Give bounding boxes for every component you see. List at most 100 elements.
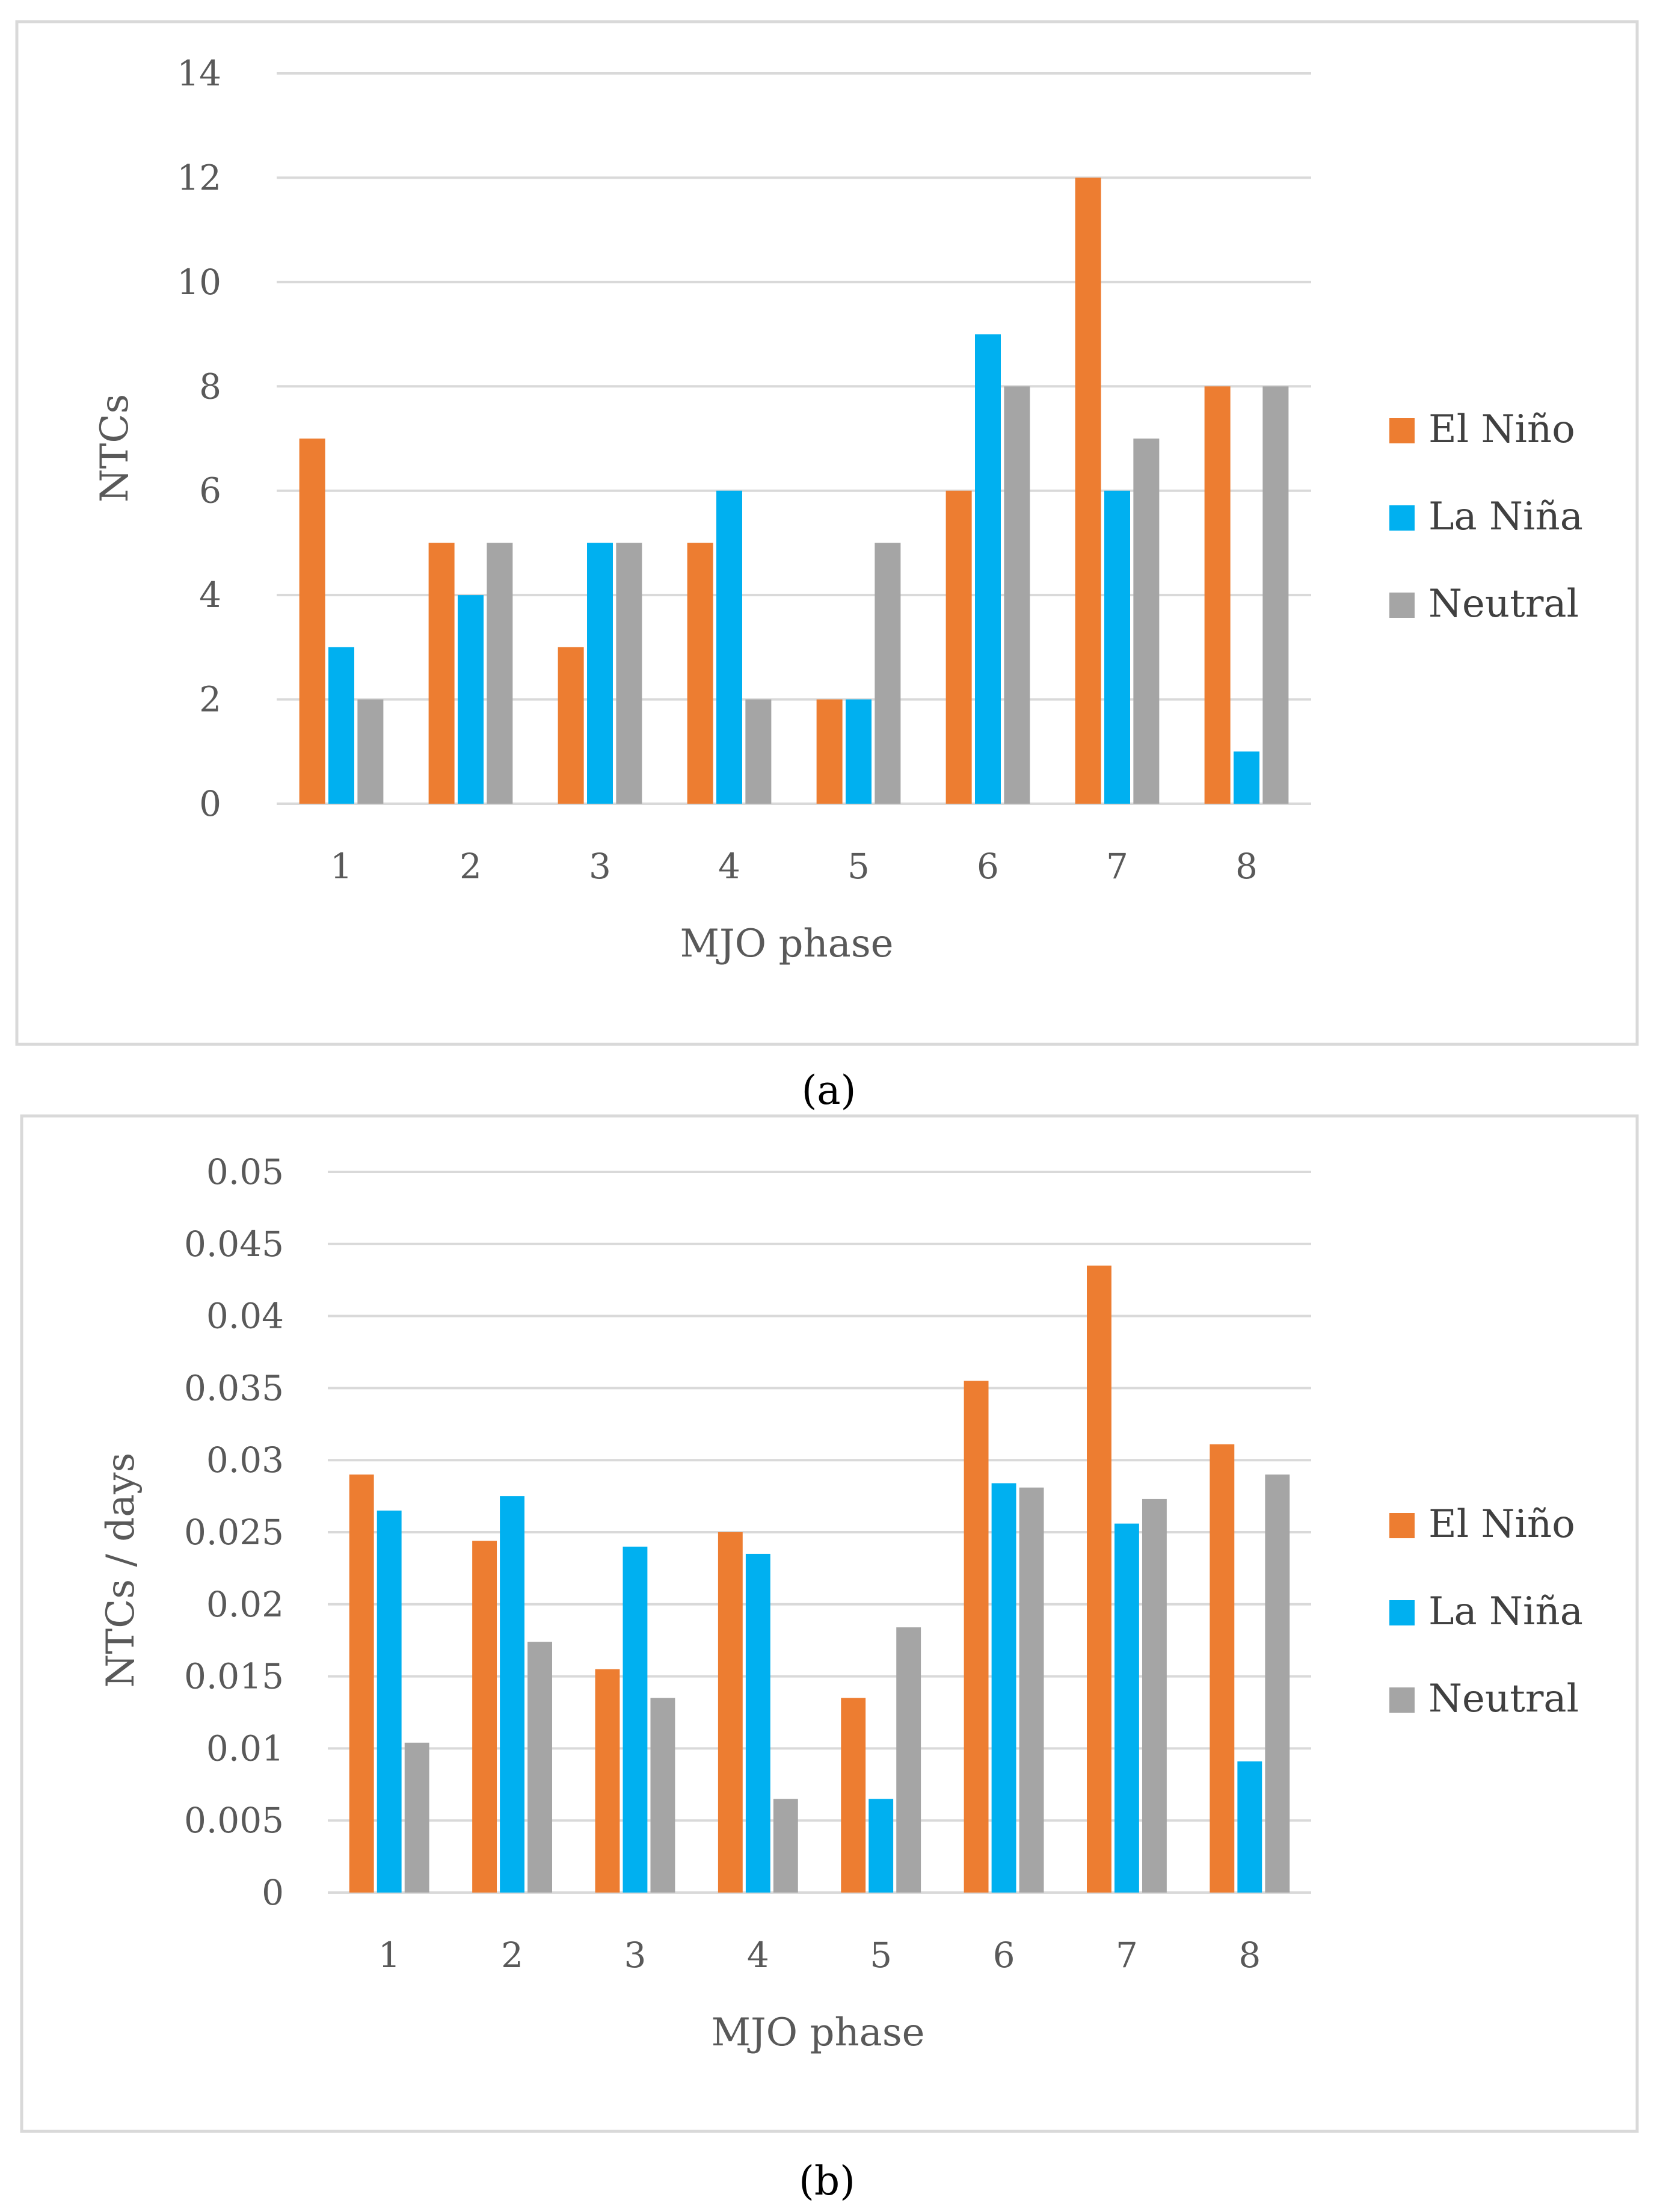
chart-b-y-tick-label: 0.005	[184, 1800, 284, 1841]
chart-a-legend: El Niño La Niña Neutral	[1389, 407, 1583, 626]
chart-b-legend-label: Neutral	[1428, 1677, 1579, 1721]
chart-a-bar-la-ni-a-phase-6	[975, 334, 1001, 804]
chart-b-bar-neutral-phase-5	[896, 1627, 921, 1893]
chart-a-bar-el-ni-o-phase-8	[1204, 386, 1231, 804]
chart-b-y-axis-title: NTCs / days	[99, 1453, 143, 1688]
chart-b-bar-la-ni-a-phase-7	[1114, 1523, 1139, 1893]
chart-a-bar-la-ni-a-phase-5	[846, 699, 872, 804]
chart-a-caption: (a)	[802, 1067, 856, 1114]
chart-b-bar-el-ni-o-phase-6	[964, 1381, 989, 1893]
chart-b-bar-la-ni-a-phase-6	[991, 1483, 1016, 1893]
chart-a-x-tick-label: 7	[1106, 846, 1128, 887]
chart-a-y-tick-label: 0	[199, 783, 221, 824]
chart-a-y-tick-label: 2	[199, 679, 221, 720]
chart-b-legend-swatch	[1389, 1687, 1415, 1713]
chart-b-legend-swatch	[1389, 1600, 1415, 1625]
chart-a-legend-label: Neutral	[1428, 582, 1579, 626]
chart-a-bar-neutral-phase-3	[616, 543, 642, 804]
chart-b-bar-el-ni-o-phase-5	[841, 1698, 866, 1893]
chart-a-y-tick-label: 6	[199, 470, 221, 511]
chart-a-x-tick-label: 6	[977, 846, 999, 887]
chart-b-y-tick-labels: 0 0.005 0.01 0.015 0.02 0.025 0.03 0.035 0.04 0.0…	[184, 1151, 284, 1913]
chart-a-bar-la-ni-a-phase-7	[1104, 490, 1130, 804]
chart-b-bar-el-ni-o-phase-2	[472, 1541, 497, 1893]
chart-b-x-tick-label: 4	[747, 1935, 769, 1976]
chart-a-x-tick-label: 3	[589, 846, 611, 887]
chart-a-frame	[15, 20, 1639, 1046]
chart-a-bar-el-ni-o-phase-4	[687, 543, 713, 804]
chart-b: 0 0.005 0.01 0.015 0.02 0.025 0.03 0.035 0.04 0.0…	[20, 1114, 1639, 2133]
chart-a-bar-el-ni-o-phase-3	[558, 647, 584, 804]
chart-b-x-tick-label: 2	[501, 1935, 523, 1976]
chart-b-bar-el-ni-o-phase-3	[595, 1669, 620, 1893]
chart-b-frame	[20, 1114, 1639, 2133]
chart-b-y-tick-label: 0.04	[206, 1296, 284, 1337]
chart-a-bar-neutral-phase-1	[357, 699, 384, 804]
chart-a-legend-label: El Niño	[1428, 407, 1575, 452]
chart-a-bar-neutral-phase-7	[1133, 439, 1160, 804]
chart-b-bars	[349, 1265, 1290, 1893]
chart-b-bar-neutral-phase-4	[773, 1799, 798, 1893]
chart-a-bar-la-ni-a-phase-4	[716, 490, 742, 804]
chart-a-bar-el-ni-o-phase-6	[945, 490, 972, 804]
chart-a-x-axis-title: MJO phase	[680, 922, 893, 966]
chart-b-y-tick-label: 0.01	[206, 1728, 284, 1769]
chart-b-y-tick-label: 0.035	[184, 1367, 284, 1408]
chart-b-bar-el-ni-o-phase-8	[1210, 1444, 1235, 1893]
chart-a-bar-neutral-phase-2	[487, 543, 513, 804]
chart-b-bar-neutral-phase-7	[1142, 1499, 1167, 1893]
chart-a-bar-neutral-phase-5	[875, 543, 901, 804]
chart-b-legend: El Niño La Niña Neutral	[1389, 1502, 1583, 1721]
chart-b-y-tick-label: 0.045	[184, 1224, 284, 1265]
chart-a-y-tick-label: 10	[177, 262, 221, 303]
chart-a-legend-swatch	[1389, 418, 1415, 443]
chart-b-x-tick-label: 1	[378, 1935, 401, 1976]
chart-b-legend-label: La Niña	[1428, 1589, 1583, 1634]
chart-a-x-tick-label: 5	[847, 846, 870, 887]
chart-a-x-tick-label: 2	[460, 846, 482, 887]
chart-a-legend-swatch	[1389, 505, 1415, 531]
chart-a-y-tick-label: 12	[177, 157, 221, 198]
chart-b-x-tick-labels: 1 2 3 4 5 6 7 8	[378, 1935, 1261, 1976]
chart-a-bar-la-ni-a-phase-8	[1234, 751, 1259, 804]
chart-a-bar-la-ni-a-phase-1	[328, 647, 354, 804]
chart-b-bar-la-ni-a-phase-8	[1237, 1761, 1262, 1893]
chart-a-bar-la-ni-a-phase-2	[458, 595, 484, 804]
chart-a-bar-neutral-phase-6	[1004, 386, 1030, 804]
chart-a-bars	[299, 177, 1289, 804]
chart-a-bar-la-ni-a-phase-3	[587, 543, 613, 804]
chart-b-bar-el-ni-o-phase-7	[1087, 1265, 1111, 1893]
chart-b-x-axis-title: MJO phase	[711, 2010, 924, 2055]
chart-b-bar-neutral-phase-6	[1019, 1487, 1044, 1893]
chart-a-bar-neutral-phase-4	[745, 699, 772, 804]
chart-b-bar-el-ni-o-phase-1	[349, 1474, 374, 1893]
chart-b-bar-neutral-phase-3	[650, 1698, 675, 1893]
chart-a-x-tick-label: 8	[1235, 846, 1258, 887]
chart-b-legend-label: El Niño	[1428, 1502, 1575, 1547]
chart-a-x-tick-label: 4	[718, 846, 740, 887]
chart-b-x-tick-label: 3	[624, 1935, 646, 1976]
chart-b-y-tick-label: 0	[262, 1872, 284, 1913]
chart-b-y-tick-label: 0.025	[184, 1512, 284, 1553]
chart-b-caption: (b)	[799, 2158, 855, 2204]
chart-a-y-tick-label: 14	[177, 53, 221, 94]
chart-b-bar-neutral-phase-1	[404, 1742, 429, 1893]
chart-a-y-tick-label: 4	[199, 575, 221, 615]
chart-a-y-axis-title: NTCs	[93, 394, 137, 503]
chart-a-legend-swatch	[1389, 593, 1415, 618]
chart-b-x-tick-label: 7	[1116, 1935, 1138, 1976]
chart-a-x-tick-labels: 1 2 3 4 5 6 7 8	[330, 846, 1258, 887]
chart-b-y-tick-label: 0.05	[206, 1151, 284, 1192]
chart-b-legend-swatch	[1389, 1513, 1415, 1538]
chart-b-bar-la-ni-a-phase-1	[377, 1511, 402, 1893]
chart-a-legend-label: La Niña	[1428, 494, 1583, 539]
chart-b-bar-la-ni-a-phase-2	[500, 1496, 524, 1893]
chart-a-bar-el-ni-o-phase-5	[816, 699, 843, 804]
chart-b-x-tick-label: 8	[1238, 1935, 1261, 1976]
chart-b-bar-neutral-phase-8	[1265, 1474, 1290, 1893]
chart-b-y-tick-label: 0.02	[206, 1584, 284, 1625]
chart-a-y-tick-label: 8	[199, 366, 221, 407]
chart-b-y-tick-label: 0.03	[206, 1440, 284, 1480]
